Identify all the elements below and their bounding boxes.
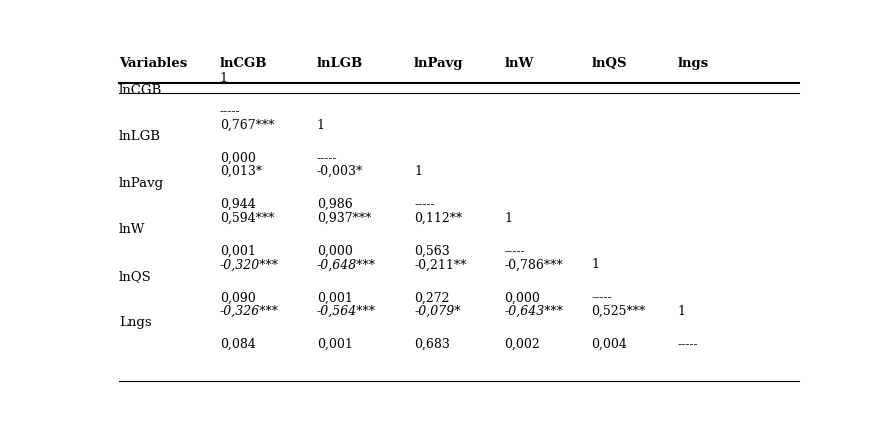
Text: -0,326***: -0,326*** [220,305,279,318]
Text: 0,683: 0,683 [414,338,450,351]
Text: -----: ----- [317,152,338,165]
Text: -0,648***: -0,648*** [317,258,375,271]
Text: lnLGB: lnLGB [317,57,363,70]
Text: 1: 1 [220,72,228,85]
Text: 1: 1 [504,212,513,225]
Text: lnPavg: lnPavg [119,177,164,190]
Text: -0,079*: -0,079* [414,305,461,318]
Text: 0,112**: 0,112** [414,212,462,225]
Text: 0,004: 0,004 [591,338,627,351]
Text: 0,944: 0,944 [220,198,255,211]
Text: lnW: lnW [119,223,145,236]
Text: -0,786***: -0,786*** [504,258,563,271]
Text: 0,090: 0,090 [220,291,255,304]
Text: -0,320***: -0,320*** [220,258,279,271]
Text: Lngs: Lngs [119,317,151,330]
Text: lnCGB: lnCGB [220,57,267,70]
Text: lnCGB: lnCGB [119,84,162,97]
Text: 0,767***: 0,767*** [220,119,274,132]
Text: 0,563: 0,563 [414,245,450,258]
Text: 0,084: 0,084 [220,338,255,351]
Text: lnW: lnW [504,57,534,70]
Text: 0,986: 0,986 [317,198,353,211]
Text: 0,001: 0,001 [317,291,353,304]
Text: 0,272: 0,272 [414,291,450,304]
Text: 0,525***: 0,525*** [591,305,645,318]
Text: 0,002: 0,002 [504,338,540,351]
Text: lnLGB: lnLGB [119,130,161,143]
Text: -----: ----- [678,338,699,351]
Text: lnPavg: lnPavg [414,57,463,70]
Text: 0,013*: 0,013* [220,165,262,178]
Text: lngs: lngs [678,57,709,70]
Text: 1: 1 [317,119,325,132]
Text: 1: 1 [414,165,422,178]
Text: lnQS: lnQS [119,270,151,283]
Text: -----: ----- [591,291,612,304]
Text: Variables: Variables [119,57,187,70]
Text: -0,643***: -0,643*** [504,305,564,318]
Text: 0,000: 0,000 [317,245,353,258]
Text: 0,001: 0,001 [220,245,255,258]
Text: 0,000: 0,000 [504,291,540,304]
Text: 1: 1 [591,258,599,271]
Text: -0,211**: -0,211** [414,258,467,271]
Text: 1: 1 [678,305,686,318]
Text: -0,564***: -0,564*** [317,305,375,318]
Text: 0,937***: 0,937*** [317,212,371,225]
Text: 0,000: 0,000 [220,152,255,165]
Text: -----: ----- [220,105,240,118]
Text: -----: ----- [414,198,435,211]
Text: 0,594***: 0,594*** [220,212,274,225]
Text: -0,003*: -0,003* [317,165,363,178]
Text: -----: ----- [504,245,525,258]
Text: 0,001: 0,001 [317,338,353,351]
Text: lnQS: lnQS [591,57,626,70]
